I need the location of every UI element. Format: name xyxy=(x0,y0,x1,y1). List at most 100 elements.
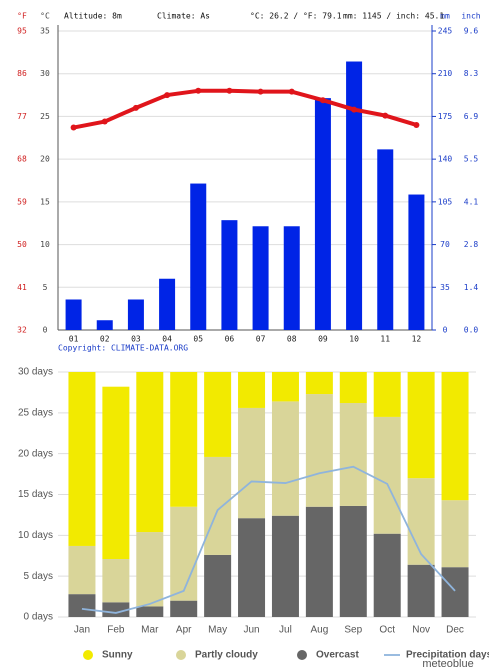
x-tick-label: Feb xyxy=(107,625,125,636)
days-chart: 0 days 5 days 10 days 15 days 20 days 25 days… xyxy=(18,367,489,670)
y2-tick-label-alt: 6.9 xyxy=(464,112,479,121)
x-tick-label: Dec xyxy=(446,625,464,636)
x-tick-label: Sep xyxy=(344,625,362,636)
line-point xyxy=(288,88,295,95)
line-point xyxy=(257,88,264,95)
legend-swatch xyxy=(83,650,93,660)
axis-unit: mm xyxy=(440,12,450,21)
y2-tick-label: 70 xyxy=(440,240,450,249)
bar-segment xyxy=(373,533,401,617)
y-tick-label-alt: 32 xyxy=(17,326,27,335)
bar xyxy=(190,183,207,330)
axis-unit: inch xyxy=(461,12,480,21)
bar-segment xyxy=(305,506,333,617)
annotation: mm: 1145 / inch: 45.1 xyxy=(343,12,444,21)
bar-segment xyxy=(204,456,232,555)
y2-tick-label: 245 xyxy=(438,27,453,36)
y2-tick-label-alt: 2.8 xyxy=(464,240,479,249)
y-tick-label-alt: 95 xyxy=(17,27,27,36)
bar-segment xyxy=(407,478,435,565)
bar-segment xyxy=(441,567,469,617)
bar-segment xyxy=(68,545,96,595)
x-tick-label: 05 xyxy=(193,335,203,344)
climate-chart: °F °C mm inch Altitude: 8m Climate: As °C: 26.… xyxy=(17,12,481,353)
bar xyxy=(408,194,425,330)
bar-segment xyxy=(407,372,435,479)
x-tick-label: 01 xyxy=(69,335,79,344)
legend-label: Overcast xyxy=(316,650,359,661)
y-tick-label: 0 days xyxy=(24,612,53,623)
x-tick-label: Nov xyxy=(412,625,430,636)
y-tick-label-alt: 68 xyxy=(17,155,27,164)
axis-unit: °C xyxy=(40,12,50,21)
y-tick-label: 10 days xyxy=(18,530,53,541)
x-tick-label: 09 xyxy=(318,335,328,344)
bar-segment xyxy=(238,518,266,617)
y-tick-label: 5 xyxy=(43,283,48,292)
x-tick-label: 02 xyxy=(100,335,110,344)
bar-segment xyxy=(407,564,435,617)
x-tick-label: 04 xyxy=(162,335,172,344)
bar xyxy=(159,278,176,330)
bar-segment xyxy=(305,372,333,395)
y-tick-label-alt: 59 xyxy=(17,197,27,206)
x-tick-label: Jun xyxy=(243,625,259,636)
x-tick-label: 12 xyxy=(412,335,422,344)
x-tick-label: 07 xyxy=(256,335,266,344)
x-tick-label: 11 xyxy=(380,335,390,344)
y2-tick-label: 210 xyxy=(438,69,453,78)
bar-segment xyxy=(102,602,130,617)
y2-tick-label-alt: 9.6 xyxy=(464,27,479,36)
x-tick-label: 06 xyxy=(225,335,235,344)
line-point xyxy=(164,92,171,99)
y-tick-label-alt: 41 xyxy=(17,283,27,292)
bar-segment xyxy=(68,372,96,546)
bar-segment xyxy=(102,559,130,603)
y-tick-label: 30 days xyxy=(18,367,53,378)
bar-segment xyxy=(204,372,232,457)
bar-segment xyxy=(68,594,96,617)
bar-segment xyxy=(271,372,299,402)
line-point xyxy=(195,87,202,94)
bar-segment xyxy=(170,600,198,617)
y2-tick-label: 105 xyxy=(438,197,453,206)
bar-segment xyxy=(339,372,367,404)
line-point xyxy=(226,87,233,94)
y2-tick-label: 35 xyxy=(440,283,450,292)
x-tick-label: 03 xyxy=(131,335,141,344)
y2-tick-label-alt: 8.3 xyxy=(464,69,479,78)
bar-segment xyxy=(305,394,333,507)
bar-segment xyxy=(271,515,299,617)
y2-tick-label: 140 xyxy=(438,155,453,164)
annotation: Climate: As xyxy=(157,12,210,21)
bar xyxy=(65,299,82,330)
bar xyxy=(314,98,331,330)
line-point xyxy=(382,112,389,119)
x-tick-label: Mar xyxy=(141,625,159,636)
y2-tick-label: 0 xyxy=(443,326,448,335)
x-tick-label: Aug xyxy=(310,625,328,636)
bar xyxy=(283,226,300,330)
line-point xyxy=(101,118,108,125)
legend-swatch xyxy=(176,650,186,660)
bar-segment xyxy=(373,416,401,534)
bar-segment xyxy=(170,506,198,601)
x-tick-label: Jan xyxy=(74,625,90,636)
y2-tick-label: 175 xyxy=(438,112,453,121)
bar-segment xyxy=(238,407,266,519)
y-tick-label: 30 xyxy=(40,69,50,78)
x-tick-label: Apr xyxy=(176,625,192,636)
x-tick-label: Oct xyxy=(379,625,395,636)
annotation: °C: 26.2 / °F: 79.1 xyxy=(250,12,342,21)
bar-segment xyxy=(441,500,469,568)
annotation: Altitude: 8m xyxy=(64,12,122,21)
y2-tick-label-alt: 5.5 xyxy=(464,155,479,164)
bar-segment xyxy=(204,554,232,617)
bar-segment xyxy=(136,606,164,617)
y-tick-label: 25 xyxy=(40,112,50,121)
line-point xyxy=(319,97,326,104)
bar xyxy=(96,320,113,330)
y-tick-label: 35 xyxy=(40,27,50,36)
line xyxy=(81,465,456,614)
